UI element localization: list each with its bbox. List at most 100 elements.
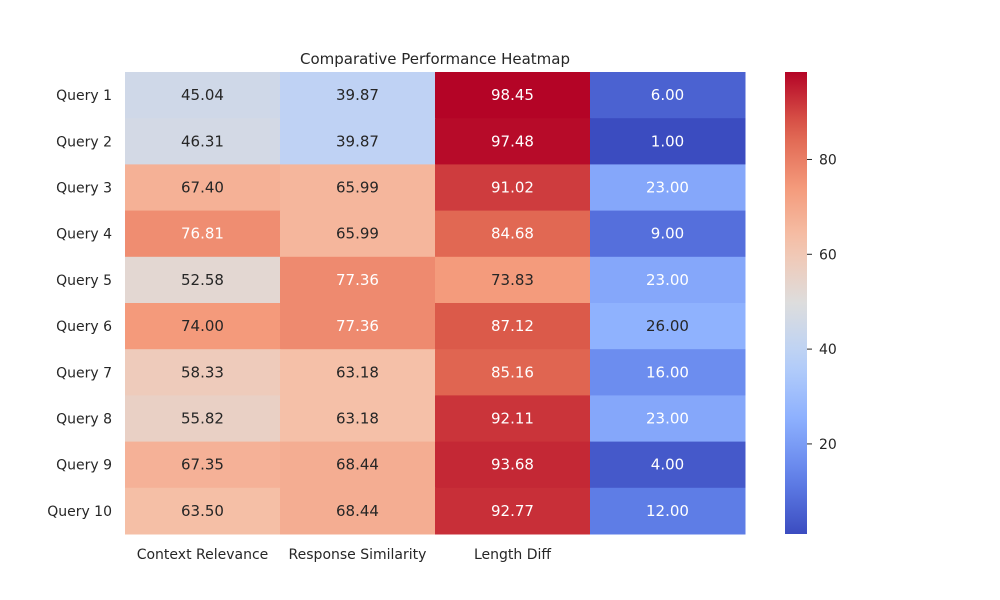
heatmap-cell <box>125 349 281 396</box>
row-tick-label: Query 3 <box>56 181 112 197</box>
cell-value-label: 65.99 <box>336 225 379 243</box>
cell-value-label: 92.11 <box>491 410 534 428</box>
heatmap-cell <box>435 256 591 304</box>
cell-value-label: 84.68 <box>491 225 534 243</box>
cell-value-label: 65.99 <box>336 179 379 197</box>
cell-value-label: 12.00 <box>646 502 689 520</box>
heatmap-cell <box>590 72 746 119</box>
column-tick-label: Response Similarity <box>289 547 427 563</box>
cell-value-label: 26.00 <box>646 317 689 335</box>
heatmap-cell <box>435 441 591 489</box>
heatmap-cell <box>590 441 746 489</box>
heatmap-cell <box>125 441 281 489</box>
heatmap-cell <box>435 487 591 535</box>
cell-value-label: 63.18 <box>336 363 379 381</box>
heatmap-cells: 45.04 39.87 98.45 6.00 46.31 39.87 97.48 1.00 67… <box>125 72 746 535</box>
cell-value-label: 63.18 <box>336 410 379 428</box>
heatmap-cell <box>590 118 746 165</box>
heatmap-cell <box>280 210 436 258</box>
heatmap-cell <box>125 164 281 212</box>
heatmap-cell <box>590 303 746 350</box>
cell-value-label: 9.00 <box>651 225 684 243</box>
colorbar-tick-label: 80 <box>819 152 837 168</box>
cell-value-label: 39.87 <box>336 132 379 150</box>
cell-value-label: 68.44 <box>336 456 379 474</box>
cell-value-label: 85.16 <box>491 363 534 381</box>
heatmap-cell <box>125 303 281 350</box>
column-labels: Context Relevance Response Similarity Leng… <box>137 547 552 563</box>
cell-value-label: 46.31 <box>181 132 224 150</box>
cell-value-label: 77.36 <box>336 271 379 289</box>
cell-value-label: 67.35 <box>181 456 224 474</box>
row-tick-label: Query 8 <box>56 412 112 428</box>
heatmap-cell <box>280 395 436 443</box>
heatmap-cell <box>435 118 591 165</box>
heatmap-cell <box>590 349 746 396</box>
cell-value-label: 23.00 <box>646 179 689 197</box>
heatmap-cell <box>125 118 281 165</box>
cell-value-label: 68.44 <box>336 502 379 520</box>
heatmap-cell <box>125 72 281 119</box>
cell-value-label: 93.68 <box>491 456 534 474</box>
cell-value-label: 16.00 <box>646 363 689 381</box>
colorbar-tick-label: 40 <box>819 342 837 358</box>
cell-value-label: 63.50 <box>181 502 224 520</box>
cell-value-label: 92.77 <box>491 502 534 520</box>
row-tick-label: Query 1 <box>56 88 112 104</box>
heatmap-cell <box>280 72 436 119</box>
cell-value-label: 76.81 <box>181 225 224 243</box>
colorbar-tick-label: 20 <box>819 437 837 453</box>
heatmap-cell <box>435 210 591 258</box>
row-tick-label: Query 9 <box>56 458 112 474</box>
cell-value-label: 39.87 <box>336 86 379 104</box>
colorbar-gradient <box>785 72 807 534</box>
heatmap-cell <box>125 487 281 535</box>
cell-value-label: 98.45 <box>491 86 534 104</box>
cell-value-label: 1.00 <box>651 132 684 150</box>
heatmap-cell <box>590 395 746 443</box>
heatmap-cell <box>280 303 436 350</box>
heatmap-cell <box>435 303 591 350</box>
heatmap-cell <box>435 349 591 396</box>
heatmap-cell <box>125 395 281 443</box>
heatmap-cell <box>435 72 591 119</box>
cell-value-label: 6.00 <box>651 86 684 104</box>
row-tick-label: Query 4 <box>56 227 112 243</box>
heatmap-cell <box>280 349 436 396</box>
heatmap-cell <box>280 441 436 489</box>
heatmap-cell <box>280 256 436 304</box>
chart-title: Comparative Performance Heatmap <box>300 50 570 68</box>
cell-value-label: 45.04 <box>181 86 224 104</box>
cell-value-label: 97.48 <box>491 132 534 150</box>
column-tick-label: Context Relevance <box>137 547 269 563</box>
heatmap-cell <box>280 487 436 535</box>
heatmap-cell <box>125 210 281 258</box>
row-tick-label: Query 6 <box>56 319 112 335</box>
cell-value-label: 23.00 <box>646 410 689 428</box>
row-tick-label: Query 10 <box>47 504 112 520</box>
cell-value-label: 91.02 <box>491 179 534 197</box>
heatmap-cell <box>125 256 281 304</box>
heatmap-cell <box>590 487 746 535</box>
cell-value-label: 58.33 <box>181 363 224 381</box>
cell-value-label: 87.12 <box>491 317 534 335</box>
row-tick-label: Query 7 <box>56 365 112 381</box>
heatmap-cell <box>435 164 591 212</box>
cell-value-label: 55.82 <box>181 410 224 428</box>
heatmap-cell <box>590 210 746 258</box>
row-tick-label: Query 2 <box>56 134 112 150</box>
heatmap-cell <box>590 164 746 212</box>
cell-value-label: 74.00 <box>181 317 224 335</box>
colorbar-tick-label: 60 <box>819 247 837 263</box>
cell-value-label: 77.36 <box>336 317 379 335</box>
cell-value-label: 52.58 <box>181 271 224 289</box>
colorbar: 20 40 60 80 <box>785 72 837 534</box>
cell-value-label: 67.40 <box>181 179 224 197</box>
column-tick-label: Length Diff <box>474 547 551 563</box>
heatmap-cell <box>435 395 591 443</box>
heatmap-cell <box>590 256 746 304</box>
row-labels: Query 1 Query 2 Query 3 Query 4 Query 5 Query… <box>47 88 112 520</box>
cell-value-label: 4.00 <box>651 456 684 474</box>
cell-value-label: 23.00 <box>646 271 689 289</box>
